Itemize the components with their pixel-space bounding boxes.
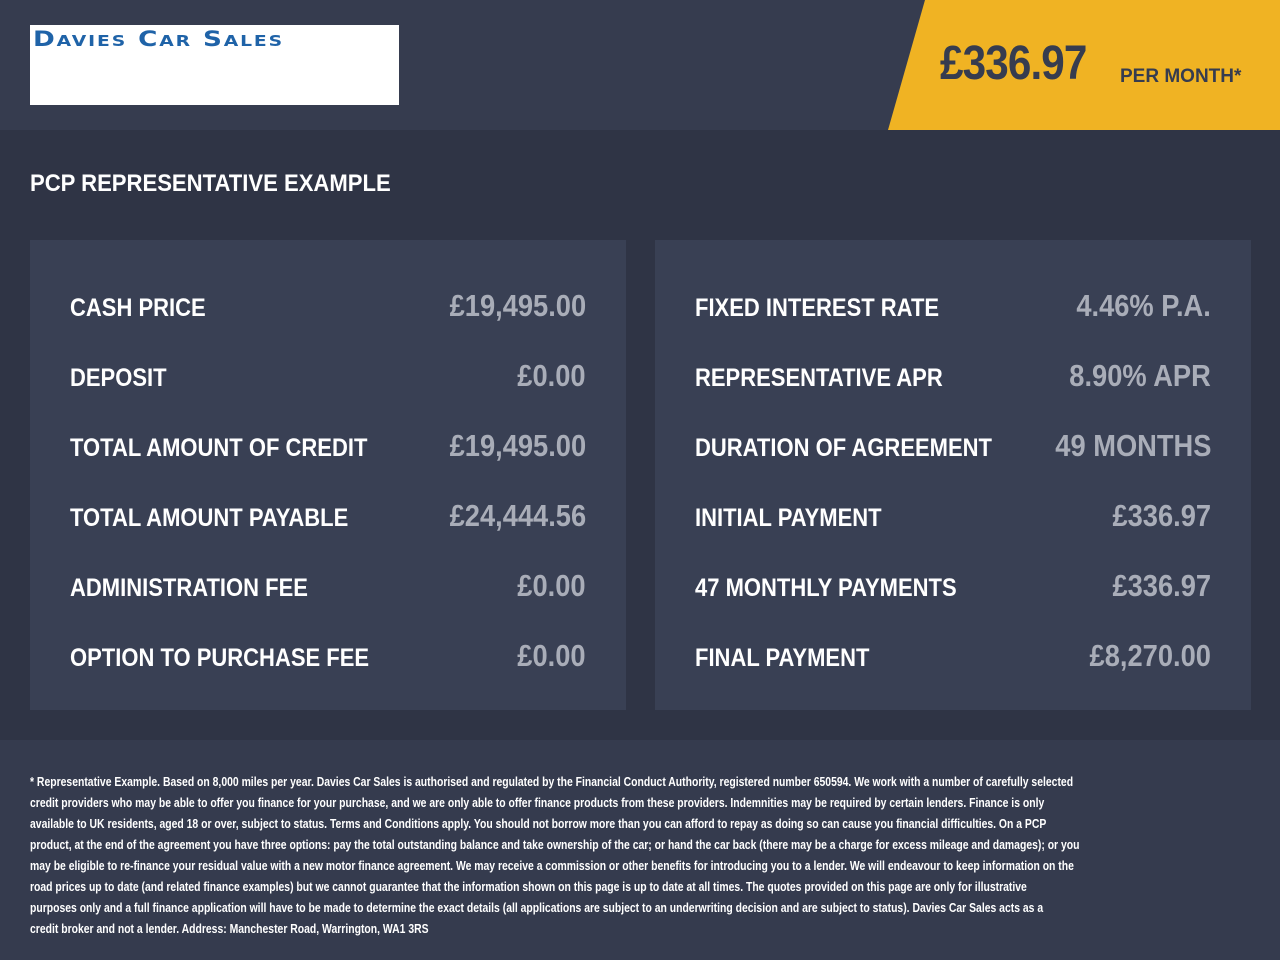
disclaimer-line: credit providers who may be able to offe… (30, 795, 1045, 810)
finance-details-left: CASH PRICE £19,495.00 DEPOSIT £0.00 TOTAL AM… (30, 240, 626, 710)
finance-value: £19,495.00 (449, 428, 586, 463)
disclaimer-line: available to UK residents, aged 18 or ov… (30, 816, 1047, 831)
disclaimer-line: credit broker and not a lender. Address:… (30, 921, 429, 936)
finance-details-right: FIXED INTEREST RATE 4.46% P.A. REPRESENTAT… (655, 240, 1251, 710)
finance-label: FINAL PAYMENT (695, 644, 870, 672)
finance-label: CASH PRICE (70, 294, 206, 322)
finance-label: TOTAL AMOUNT OF CREDIT (70, 434, 368, 462)
header: Davies Car Sales £336.97 PER MONTH* (0, 0, 1280, 130)
disclaimer-line: * Representative Example. Based on 8,000… (30, 774, 1074, 789)
finance-row: DEPOSIT £0.00 (70, 358, 586, 398)
finance-value: £0.00 (517, 358, 586, 393)
per-month-label: PER MONTH* (1120, 66, 1242, 87)
finance-value: £336.97 (1112, 498, 1211, 533)
finance-row: CASH PRICE £19,495.00 (70, 288, 586, 328)
finance-row: REPRESENTATIVE APR 8.90% APR (695, 358, 1211, 398)
disclaimer-line: may be eligible to re-finance your resid… (30, 858, 1074, 873)
finance-row: FINAL PAYMENT £8,270.00 (695, 638, 1211, 678)
finance-value: 49 MONTHS (1054, 428, 1211, 463)
finance-label: TOTAL AMOUNT PAYABLE (70, 504, 349, 532)
finance-value: £19,495.00 (449, 288, 586, 323)
monthly-price-banner: £336.97 PER MONTH* (888, 0, 1280, 130)
logo[interactable]: Davies Car Sales (30, 25, 399, 105)
finance-value: £8,270.00 (1089, 638, 1211, 673)
finance-value: 8.90% APR (1069, 358, 1211, 393)
finance-row: TOTAL AMOUNT PAYABLE £24,444.56 (70, 498, 586, 538)
finance-value: 4.46% P.A. (1076, 288, 1211, 323)
finance-value: £0.00 (517, 568, 586, 603)
disclaimer-line: road prices up to date (and related fina… (30, 879, 1027, 894)
section-title: PCP REPRESENTATIVE EXAMPLE (30, 170, 391, 197)
finance-value: £336.97 (1112, 568, 1211, 603)
finance-row: 47 MONTHLY PAYMENTS £336.97 (695, 568, 1211, 608)
finance-label: ADMINISTRATION FEE (70, 574, 308, 602)
finance-value: £0.00 (517, 638, 586, 673)
footer: * Representative Example. Based on 8,000… (0, 740, 1280, 960)
finance-label: REPRESENTATIVE APR (695, 364, 943, 392)
disclaimer-line: product, at the end of the agreement you… (30, 837, 1080, 852)
finance-row: FIXED INTEREST RATE 4.46% P.A. (695, 288, 1211, 328)
finance-row: INITIAL PAYMENT £336.97 (695, 498, 1211, 538)
finance-label: 47 MONTHLY PAYMENTS (695, 574, 957, 602)
finance-label: INITIAL PAYMENT (695, 504, 882, 532)
finance-row: OPTION TO PURCHASE FEE £0.00 (70, 638, 586, 678)
finance-value: £24,444.56 (449, 498, 586, 533)
logo-text: Davies Car Sales (33, 27, 284, 51)
finance-label: DEPOSIT (70, 364, 167, 392)
disclaimer-line: purposes only and a full finance applica… (30, 900, 1044, 915)
finance-row: ADMINISTRATION FEE £0.00 (70, 568, 586, 608)
finance-label: OPTION TO PURCHASE FEE (70, 644, 370, 672)
finance-row: DURATION OF AGREEMENT 49 MONTHS (695, 428, 1211, 468)
disclaimer-text: * Representative Example. Based on 8,000… (30, 771, 1280, 939)
finance-label: FIXED INTEREST RATE (695, 294, 940, 322)
monthly-price: £336.97 (940, 37, 1087, 90)
finance-row: TOTAL AMOUNT OF CREDIT £19,495.00 (70, 428, 586, 468)
finance-label: DURATION OF AGREEMENT (695, 434, 992, 462)
